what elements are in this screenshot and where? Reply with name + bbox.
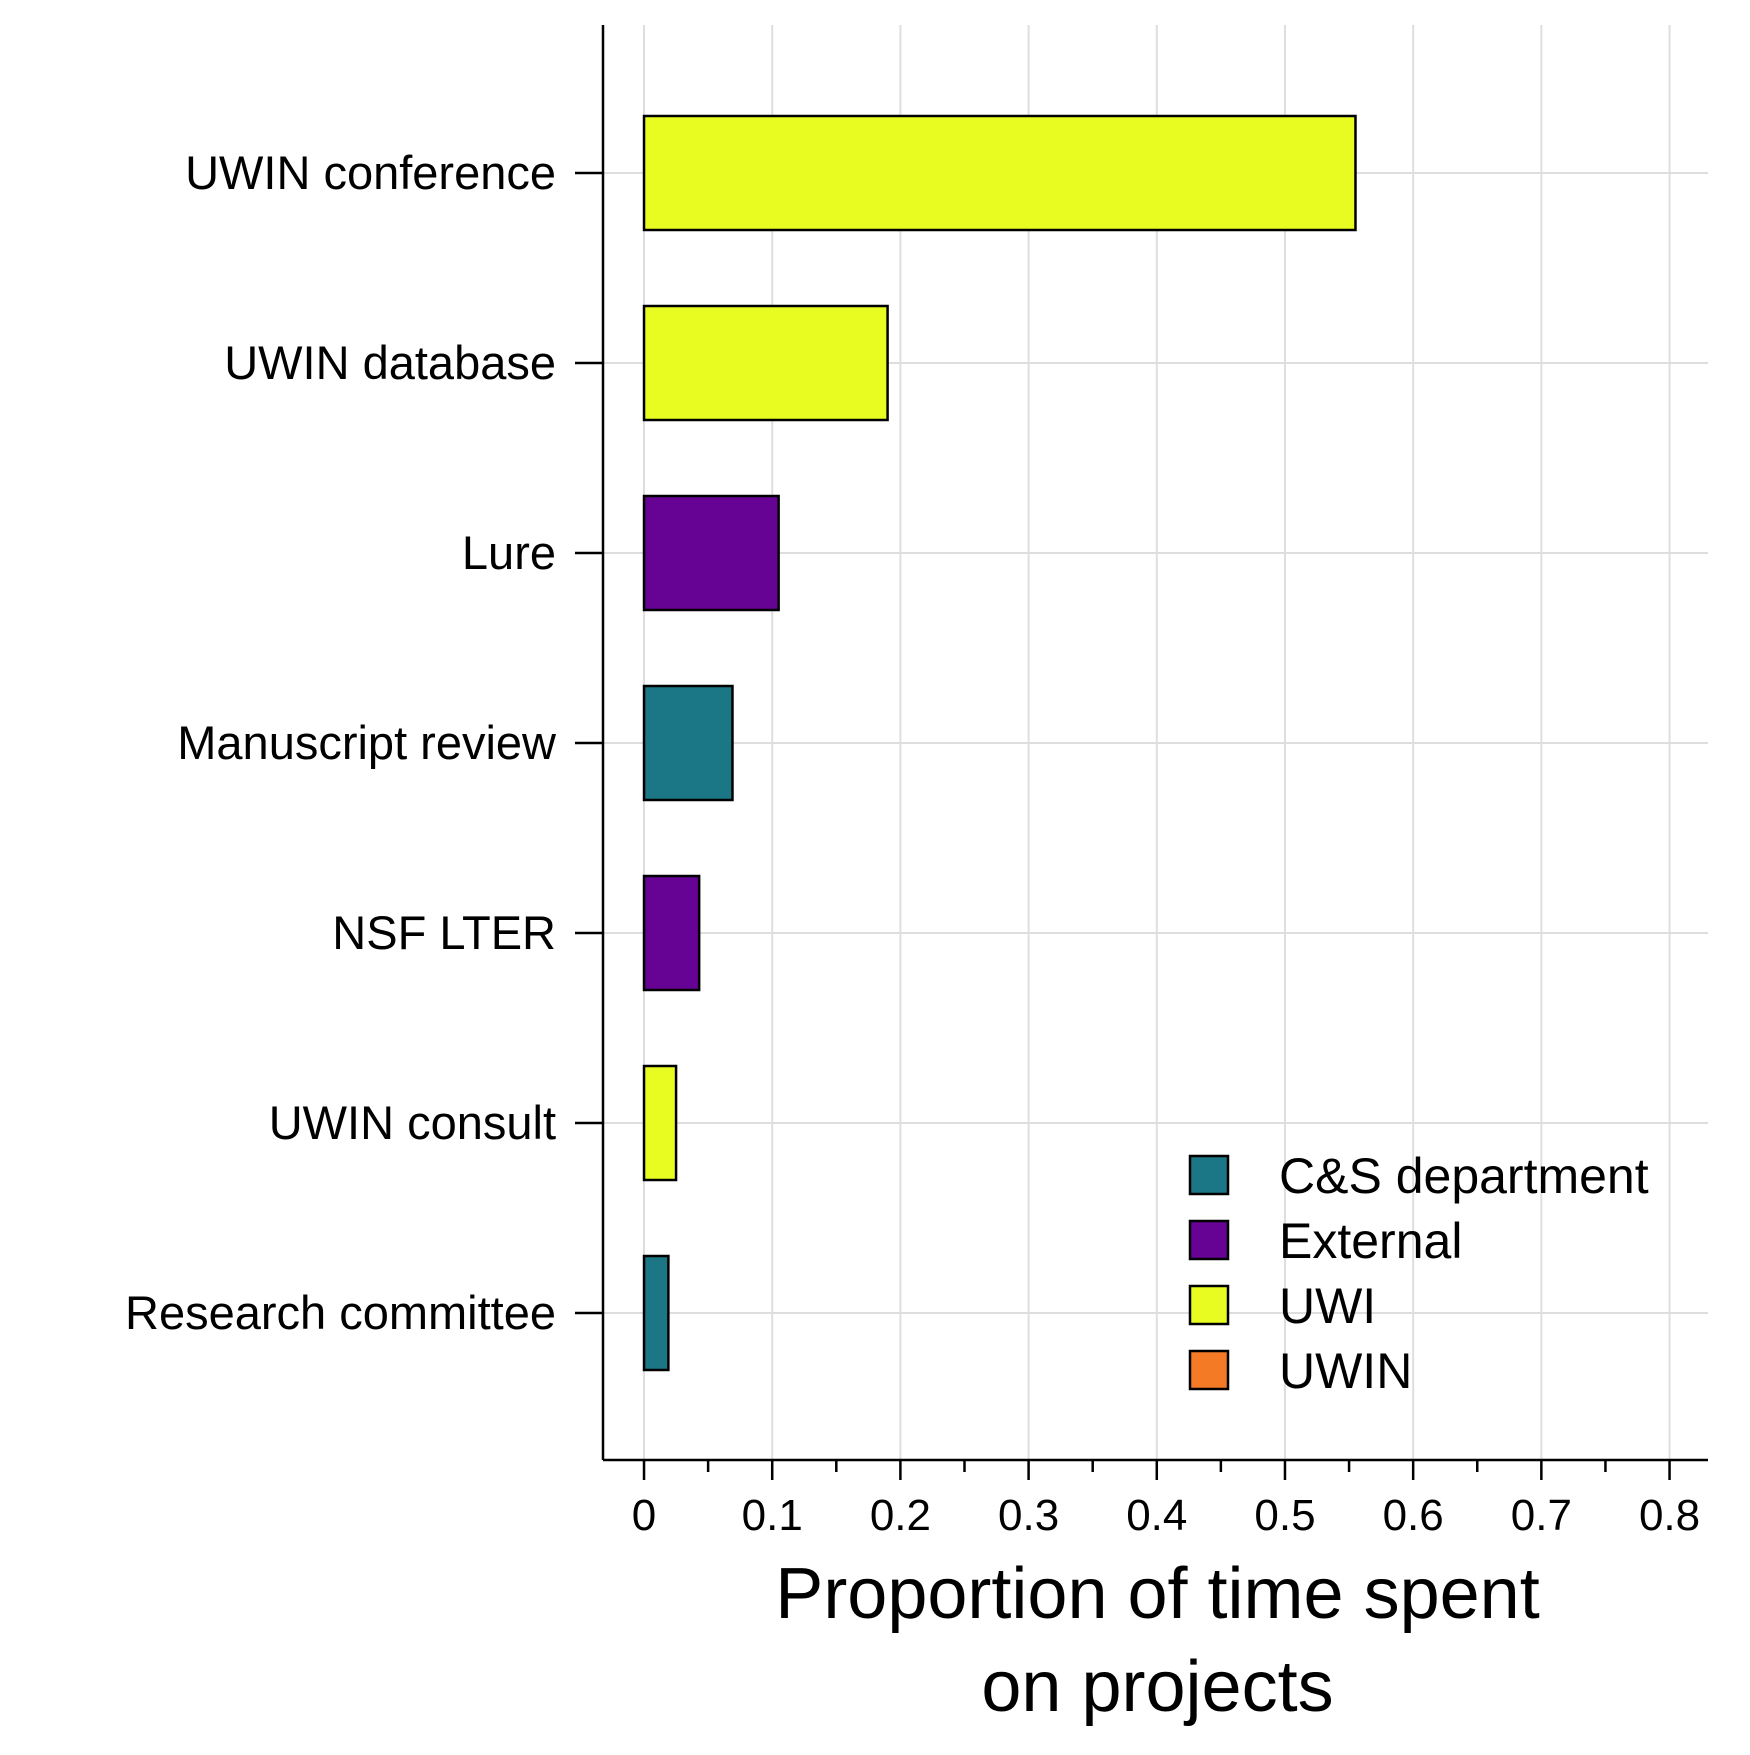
gridlines (603, 25, 1708, 1460)
category-label: Lure (462, 526, 556, 579)
bars (642, 114, 1357, 1372)
category-label: UWIN consult (269, 1096, 556, 1149)
bar (642, 494, 780, 612)
axes (575, 25, 1708, 1480)
legend-swatch (1188, 1154, 1230, 1196)
x-axis-title: on projects (981, 1647, 1333, 1727)
category-label: UWIN conference (185, 146, 556, 199)
labels: 0 0.1 0.2 0.3 0.4 0.5 0.6 0.7 0.8 UWIN conference… (125, 146, 1700, 1727)
legend-label: C&S department (1279, 1148, 1649, 1204)
bar (642, 1064, 678, 1182)
legend-swatch (1188, 1349, 1230, 1391)
category-label: Research committee (125, 1286, 556, 1339)
x-tick-label: 0.7 (1511, 1491, 1572, 1540)
legend-label: UWIN (1279, 1343, 1412, 1399)
bar (642, 874, 701, 992)
bar (642, 114, 1357, 232)
category-label: UWIN database (224, 336, 556, 389)
legend-swatch (1188, 1219, 1230, 1261)
legend-label: External (1279, 1213, 1462, 1269)
x-tick-label: 0.5 (1254, 1491, 1315, 1540)
bar (642, 304, 889, 422)
bar (642, 684, 734, 802)
x-tick-label: 0.2 (870, 1491, 931, 1540)
legend-label: UWI (1279, 1278, 1376, 1334)
x-tick-label: 0.4 (1126, 1491, 1187, 1540)
x-tick-label: 0.8 (1639, 1491, 1700, 1540)
legend-swatch (1188, 1284, 1230, 1326)
bar (642, 1254, 670, 1372)
x-tick-label: 0.6 (1383, 1491, 1444, 1540)
category-label: Manuscript review (177, 716, 557, 769)
category-label: NSF LTER (332, 906, 556, 959)
x-tick-label: 0.1 (742, 1491, 803, 1540)
legend: C&S department External UWI UWIN (1188, 1148, 1649, 1399)
x-axis-title: Proportion of time spent (775, 1554, 1539, 1634)
x-tick-label: 0 (632, 1491, 656, 1540)
x-tick-label: 0.3 (998, 1491, 1059, 1540)
